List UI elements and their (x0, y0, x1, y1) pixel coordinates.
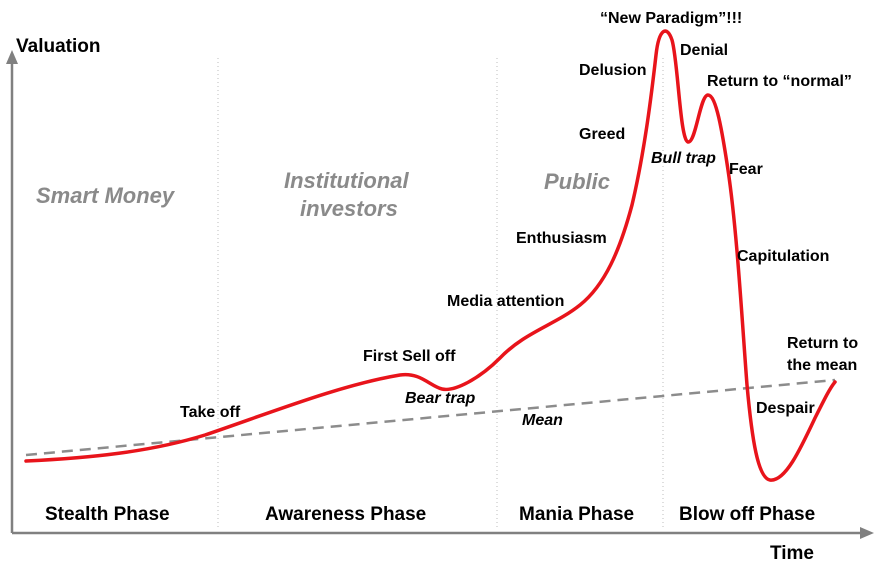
label-enthusiasm: Enthusiasm (516, 230, 607, 247)
group-institutional-line1: Institutional (284, 168, 409, 193)
label-return-to-the-mean-line2: the mean (787, 357, 858, 374)
group-public: Public (544, 169, 611, 194)
group-institutional-line2: investors (300, 196, 398, 221)
phase-stealth: Stealth Phase (45, 504, 170, 525)
y-axis-arrow (6, 50, 18, 64)
label-despair: Despair (756, 400, 815, 417)
y-axis-label: Valuation (16, 36, 101, 57)
label-denial: Denial (680, 42, 729, 59)
group-smart-money: Smart Money (36, 183, 175, 208)
label-fear: Fear (729, 161, 763, 178)
label-new-paradigm: “New Paradigm”!!! (600, 10, 743, 27)
label-bear-trap: Bear trap (405, 390, 476, 407)
label-return-to-the-mean-line1: Return to (787, 335, 859, 352)
phase-blowoff: Blow off Phase (679, 504, 816, 525)
x-axis-arrow (860, 527, 874, 539)
phase-mania: Mania Phase (519, 504, 635, 525)
label-media-attention: Media attention (447, 293, 565, 310)
mean-line (25, 378, 836, 457)
label-capitulation: Capitulation (737, 248, 830, 265)
label-greed: Greed (579, 126, 626, 143)
label-first-sell-off: First Sell off (363, 348, 456, 365)
label-return-to-normal: Return to “normal” (707, 73, 852, 90)
label-delusion: Delusion (579, 62, 647, 79)
x-axis-label: Time (770, 543, 815, 564)
label-take-off: Take off (180, 404, 241, 421)
label-mean: Mean (522, 412, 563, 429)
valuation-curve (24, 29, 837, 482)
label-bull-trap: Bull trap (651, 150, 716, 167)
phase-awareness: Awareness Phase (265, 504, 427, 525)
